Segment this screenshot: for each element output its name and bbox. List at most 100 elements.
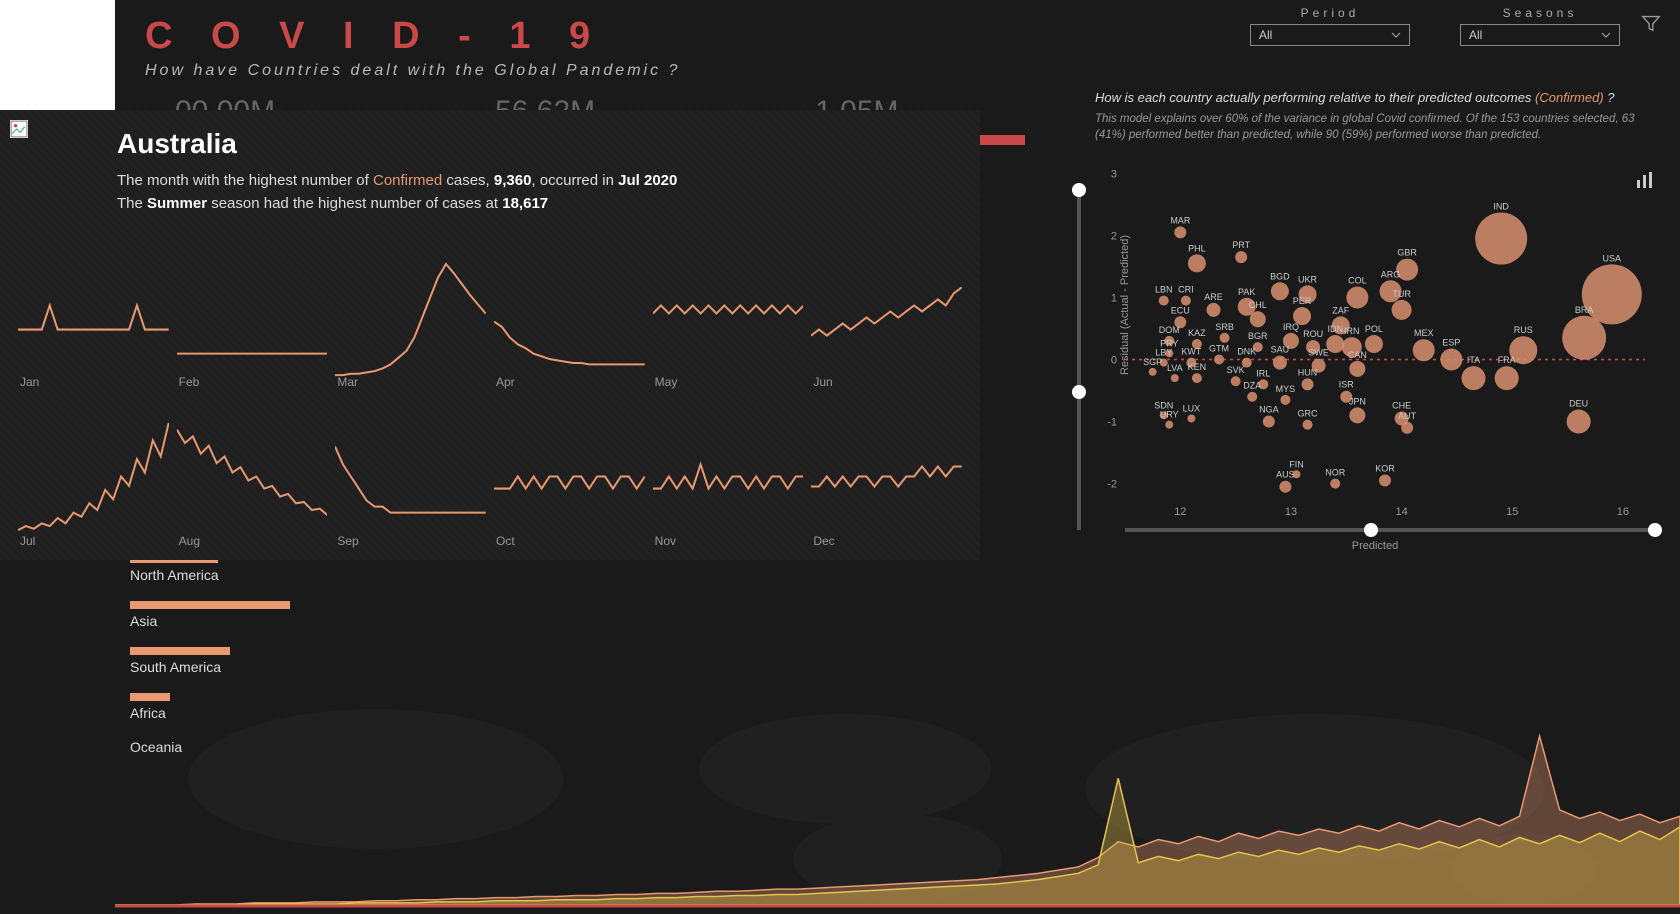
svg-text:ROU: ROU (1303, 329, 1323, 339)
svg-text:POL: POL (1365, 324, 1383, 334)
svg-text:14: 14 (1395, 506, 1407, 518)
svg-text:FIN: FIN (1289, 459, 1304, 469)
svg-text:KOR: KOR (1375, 464, 1395, 474)
svg-text:BGD: BGD (1270, 271, 1290, 281)
svg-text:15: 15 (1506, 506, 1518, 518)
continent-row[interactable]: Asia (130, 601, 330, 629)
timeline-chart[interactable] (115, 709, 1680, 909)
scatter-title: How is each country actually performing … (1095, 90, 1655, 105)
sparkline-dec: Dec (811, 399, 962, 550)
tooltip-line-2: The Summer season had the highest number… (117, 193, 958, 216)
page-title: C O V I D - 1 9 (145, 15, 604, 58)
svg-text:CHE: CHE (1392, 401, 1411, 411)
svg-text:IND: IND (1493, 202, 1509, 212)
svg-text:ESP: ESP (1442, 338, 1460, 348)
country-tooltip: Australia The month with the highest num… (0, 110, 980, 560)
sparkline-mar: Mar (335, 240, 486, 391)
svg-text:IRN: IRN (1344, 326, 1360, 336)
svg-text:1: 1 (1111, 293, 1117, 305)
scatter-panel: How is each country actually performing … (1095, 90, 1655, 570)
svg-text:IRL: IRL (1256, 369, 1270, 379)
scatter-subtitle: This model explains over 60% of the vari… (1095, 111, 1655, 143)
sparkline-grid: JanFebMarAprMayJun JulAugSepOctNovDec (18, 240, 962, 550)
svg-text:SGP: SGP (1143, 357, 1162, 367)
svg-text:JPN: JPN (1349, 397, 1366, 407)
sparkline-jan: Jan (18, 240, 169, 391)
filter-icon[interactable] (1640, 12, 1662, 39)
svg-text:BGR: BGR (1248, 331, 1268, 341)
svg-text:RUS: RUS (1514, 325, 1533, 335)
sparkline-may: May (653, 240, 804, 391)
svg-text:UKR: UKR (1298, 275, 1318, 285)
svg-text:PAK: PAK (1238, 287, 1255, 297)
svg-text:CHL: CHL (1249, 300, 1267, 310)
svg-text:ARE: ARE (1204, 292, 1223, 302)
svg-text:NGA: NGA (1259, 405, 1279, 415)
svg-text:ZAF: ZAF (1332, 306, 1350, 316)
sparkline-feb: Feb (177, 240, 328, 391)
svg-text:ARG: ARG (1381, 269, 1401, 279)
svg-text:NOR: NOR (1325, 468, 1346, 478)
svg-text:-2: -2 (1107, 479, 1117, 491)
chevron-down-icon (1391, 30, 1401, 40)
seasons-label: Seasons (1503, 6, 1578, 20)
scatter-chart[interactable]: -2-101231213141516MARPHLPRTLBNCRIAREPAKB… (1095, 151, 1655, 521)
sparkline-oct: Oct (494, 399, 645, 550)
seasons-dropdown[interactable]: All (1460, 24, 1620, 46)
svg-text:COL: COL (1348, 276, 1367, 286)
svg-text:DOM: DOM (1159, 325, 1180, 335)
svg-text:SWE: SWE (1308, 348, 1329, 358)
svg-text:CRI: CRI (1178, 285, 1194, 295)
svg-text:SVK: SVK (1227, 365, 1245, 375)
sparkline-aug: Aug (177, 399, 328, 550)
sparkline-jul: Jul (18, 399, 169, 550)
svg-text:AUT: AUT (1398, 411, 1417, 421)
svg-text:2: 2 (1111, 231, 1117, 243)
svg-text:BRA: BRA (1575, 305, 1594, 315)
sparkline-nov: Nov (653, 399, 804, 550)
svg-text:13: 13 (1285, 506, 1297, 518)
svg-text:KWT: KWT (1181, 347, 1201, 357)
broken-image-icon (10, 120, 28, 138)
svg-text:MAR: MAR (1170, 216, 1191, 226)
period-dropdown[interactable]: All (1250, 24, 1410, 46)
continent-row[interactable]: South America (130, 647, 330, 675)
svg-text:DNK: DNK (1237, 347, 1256, 357)
svg-text:MYS: MYS (1276, 384, 1296, 394)
svg-text:KAZ: KAZ (1188, 328, 1206, 338)
period-value: All (1259, 28, 1272, 42)
svg-text:URY: URY (1160, 410, 1179, 420)
svg-text:MEX: MEX (1414, 328, 1434, 338)
svg-text:GTM: GTM (1209, 344, 1229, 354)
svg-text:KEN: KEN (1188, 362, 1207, 372)
svg-text:ITA: ITA (1467, 355, 1480, 365)
svg-text:DEU: DEU (1569, 399, 1588, 409)
scatter-xlabel: Predicted (1352, 540, 1398, 552)
svg-text:USA: USA (1603, 254, 1622, 264)
svg-text:3: 3 (1111, 169, 1117, 181)
svg-text:LUX: LUX (1183, 404, 1201, 414)
svg-text:LVA: LVA (1167, 363, 1183, 373)
sparkline-apr: Apr (494, 240, 645, 391)
svg-text:PRT: PRT (1232, 240, 1250, 250)
svg-text:LBN: LBN (1155, 285, 1173, 295)
svg-text:16: 16 (1617, 506, 1629, 518)
sparkline-jun: Jun (811, 240, 962, 391)
chevron-down-icon (1601, 30, 1611, 40)
svg-text:PHL: PHL (1188, 244, 1206, 254)
svg-text:IRQ: IRQ (1283, 322, 1299, 332)
svg-text:GBR: GBR (1397, 248, 1417, 258)
svg-text:PER: PER (1293, 296, 1312, 306)
svg-text:TUR: TUR (1392, 289, 1411, 299)
svg-text:ISR: ISR (1339, 380, 1355, 390)
page-subtitle: How have Countries dealt with the Global… (145, 62, 680, 80)
filter-dropdowns: Period All Seasons All (1250, 6, 1620, 46)
svg-text:0: 0 (1111, 355, 1117, 367)
svg-text:CAN: CAN (1348, 350, 1367, 360)
sparkline-sep: Sep (335, 399, 486, 550)
svg-text:12: 12 (1174, 506, 1186, 518)
svg-text:GRC: GRC (1298, 409, 1319, 419)
y-range-slider[interactable] (1077, 190, 1081, 530)
x-range-slider[interactable] (1125, 528, 1655, 532)
svg-text:SRB: SRB (1215, 322, 1234, 332)
